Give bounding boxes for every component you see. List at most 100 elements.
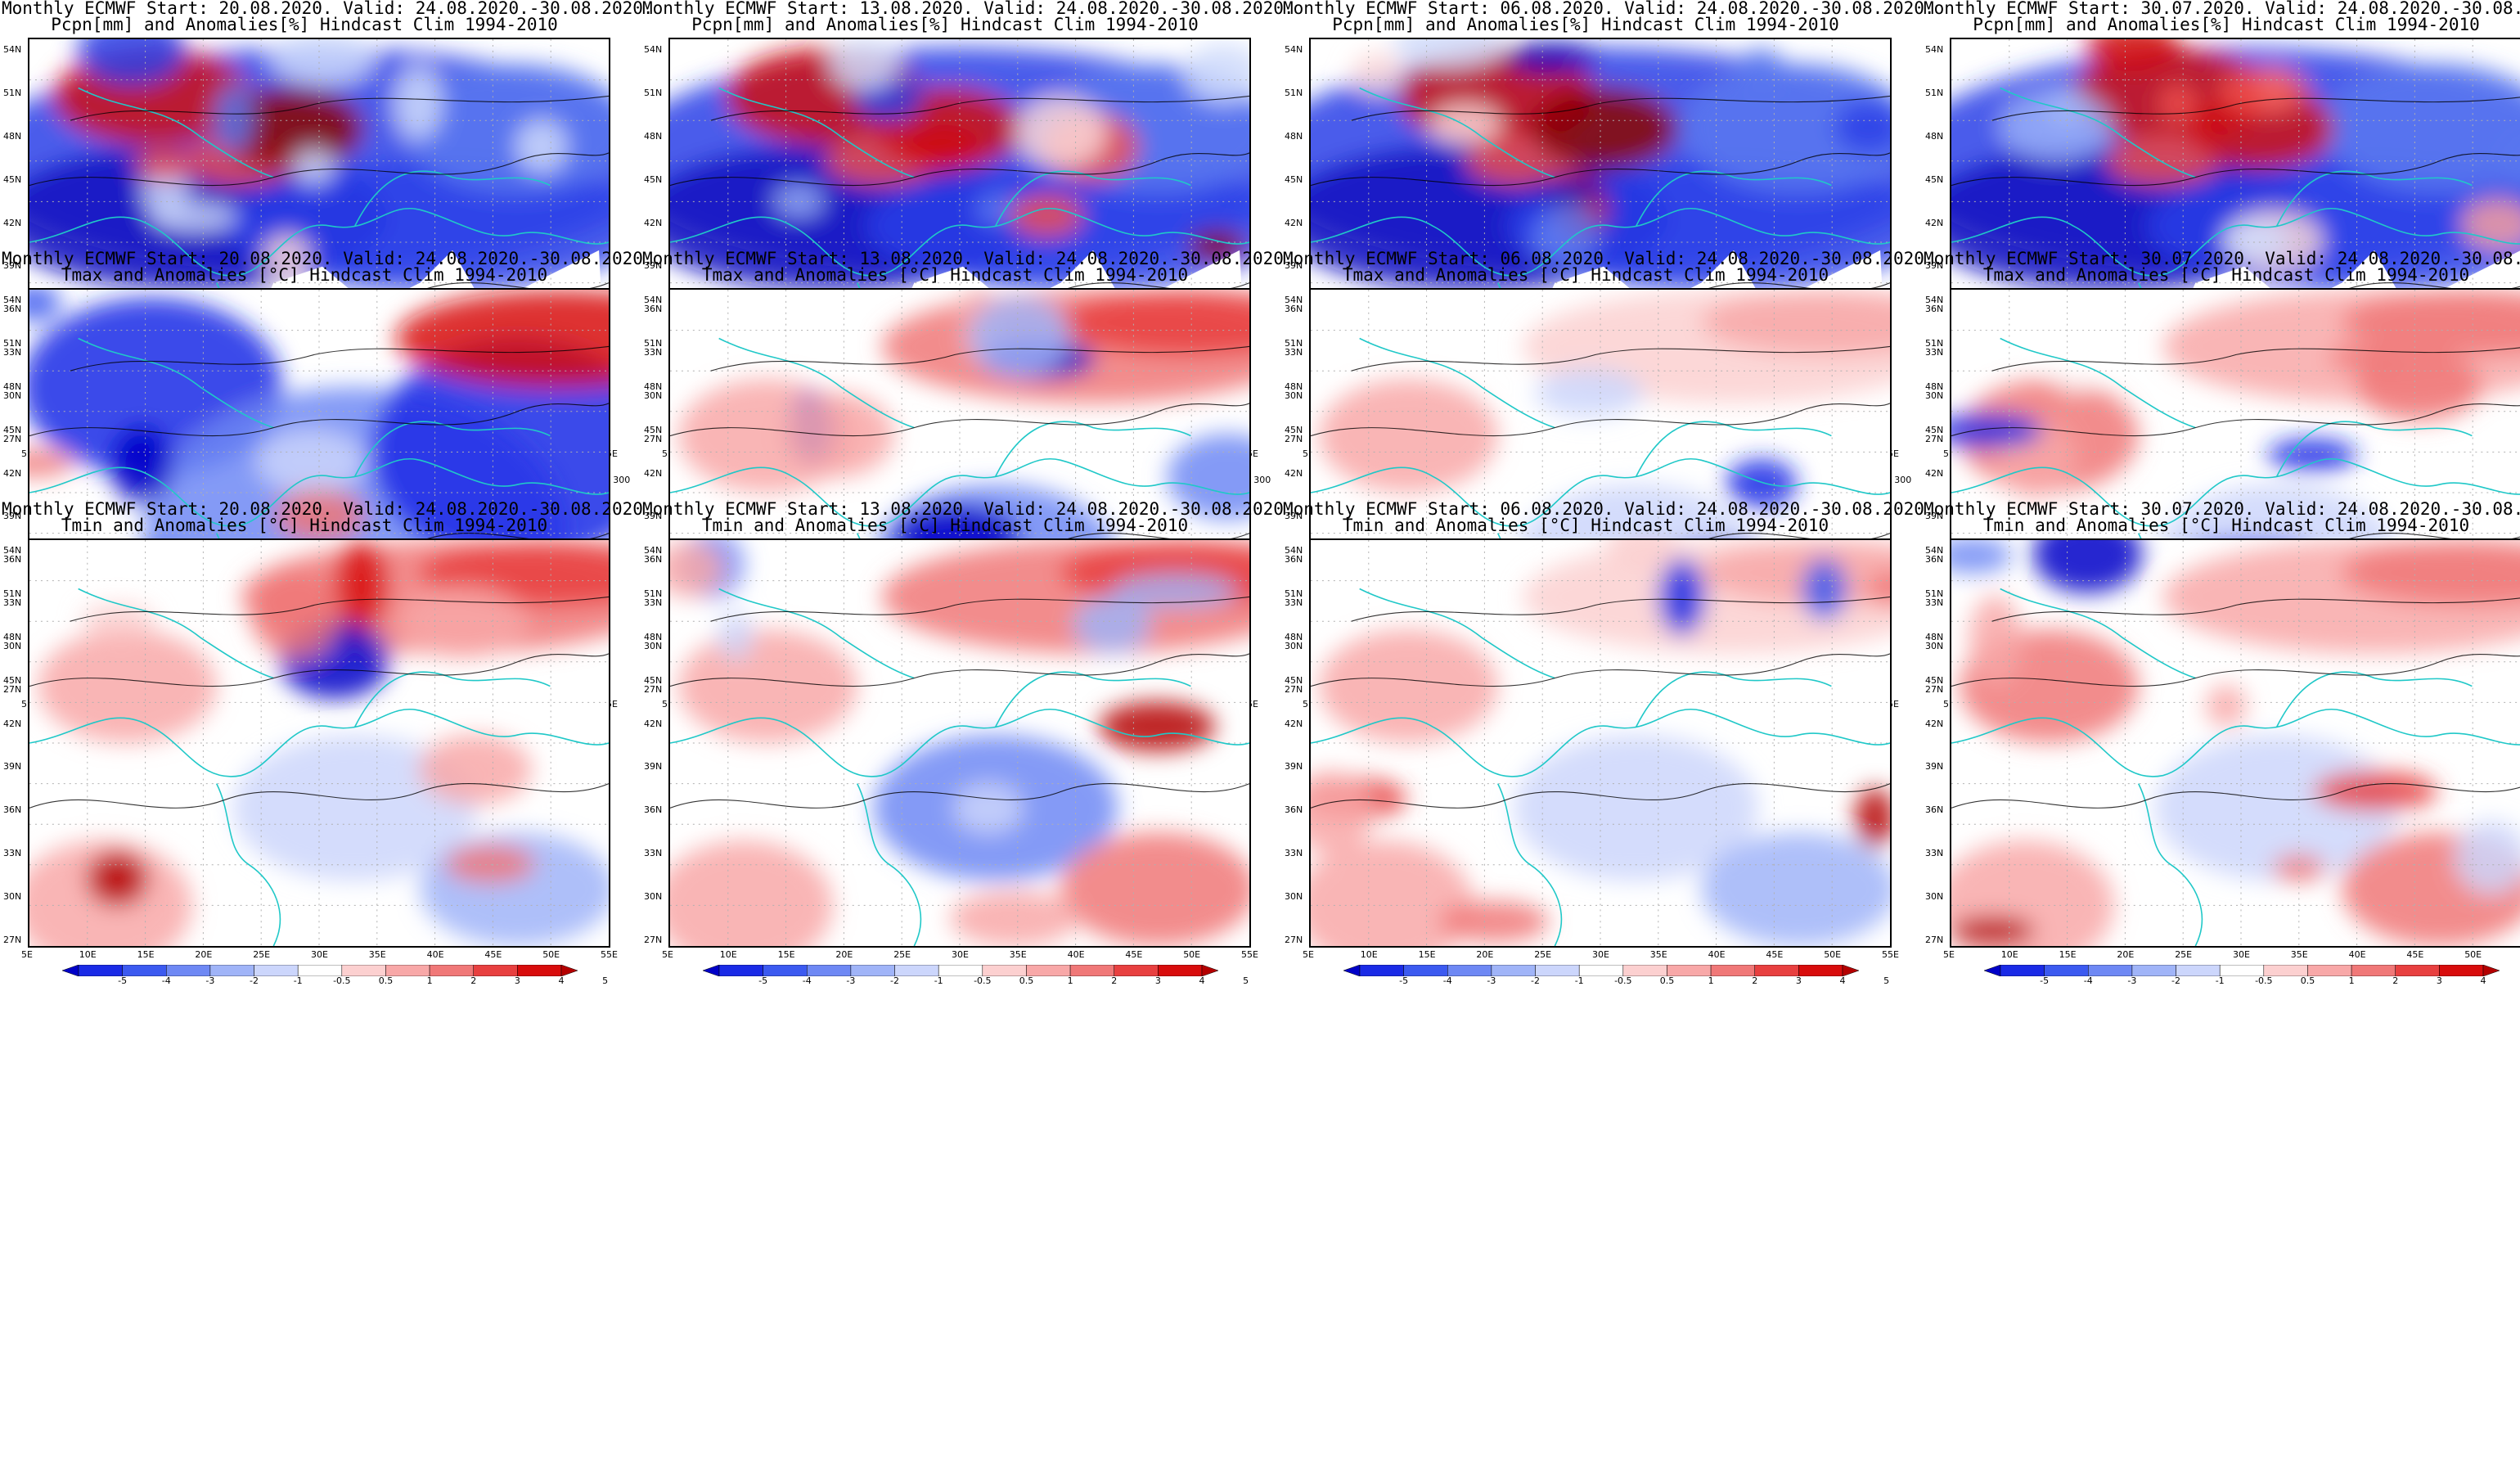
lat-tick-label: 36N	[1285, 554, 1303, 565]
colorbar-label: -0.5	[974, 975, 992, 986]
map-frame	[668, 538, 1251, 948]
panel-title: Monthly ECMWF Start: 06.08.2020. Valid: …	[1283, 0, 1935, 18]
panel-subtitle: Tmin and Anomalies [°C] Hindcast Clim 19…	[61, 516, 548, 535]
lon-tick-label: 40E	[1708, 949, 1726, 960]
climatology-contours	[29, 596, 609, 809]
colorbar-swatch	[2176, 964, 2221, 977]
lat-tick-label: 45N	[1285, 674, 1303, 686]
lon-tick-label: 40E	[2348, 949, 2366, 960]
lat-tick-label: 51N	[3, 87, 22, 98]
lat-tick-label: 48N	[644, 631, 663, 642]
anomaly-blob	[77, 39, 187, 87]
colorbar-swatch	[78, 964, 123, 977]
anomaly-blob	[1311, 840, 1474, 946]
anomaly-blob	[2455, 820, 2520, 894]
lon-tick-label: 15E	[777, 949, 795, 960]
colorbar-swatch	[122, 964, 167, 977]
lat-tick-label: 54N	[1285, 545, 1303, 556]
lat-tick-label: 39N	[1285, 761, 1303, 773]
lon-tick-label: 55E	[601, 949, 618, 960]
colorbar-swatch	[1158, 964, 1203, 977]
lon-tick-label: 30E	[952, 949, 969, 960]
lat-tick-label: 39N	[644, 511, 663, 522]
anomaly-blob	[2218, 68, 2309, 115]
colorbar-label: -3	[205, 975, 215, 986]
lat-tick-label: 39N	[1925, 260, 1944, 272]
colorbar-label: -0.5	[2255, 975, 2273, 986]
lat-tick-label: 36N	[3, 804, 22, 816]
anomaly-blob	[670, 540, 724, 597]
lon-tick-label: 10E	[2000, 949, 2018, 960]
panel-subtitle: Pcpn[mm] and Anomalies[%] Hindcast Clim …	[51, 15, 558, 34]
lon-tick-label: 25E	[253, 949, 271, 960]
anomaly-blob	[371, 338, 609, 566]
anomaly-blob	[37, 629, 217, 743]
lon-tick-label: 45E	[1125, 949, 1143, 960]
anomaly-blob	[29, 449, 74, 477]
anomaly-blob	[86, 851, 148, 907]
lat-tick-label: 36N	[1285, 804, 1303, 816]
lon-tick-label: 5E	[1303, 949, 1314, 960]
panel-title: Monthly ECMWF Start: 13.08.2020. Valid: …	[642, 0, 1294, 18]
anomaly-blob	[1685, 63, 1890, 194]
anomaly-blob	[142, 166, 189, 218]
colorbar-label: 5	[1243, 975, 1249, 986]
anomaly-blob	[1112, 574, 1238, 608]
anomaly-blob	[2342, 540, 2520, 606]
colorbar-swatch	[1578, 964, 1624, 977]
panel-title: Monthly ECMWF Start: 30.07.2020. Valid: …	[1924, 249, 2520, 268]
colorbar-label: -2	[2171, 975, 2181, 986]
lat-tick-label: 27N	[644, 935, 663, 945]
colorbar-label: -2	[250, 975, 259, 986]
panel-title: Monthly ECMWF Start: 20.08.2020. Valid: …	[2, 0, 654, 18]
lat-tick-label: 30N	[644, 390, 663, 402]
lat-tick-label: 51N	[1285, 87, 1303, 98]
anomaly-blob	[773, 185, 824, 217]
colorbar-label: -1	[293, 975, 303, 986]
lat-tick-label: 51N	[1925, 87, 1944, 98]
anomaly-blob	[2032, 540, 2142, 593]
panel-subtitle: Tmax and Anomalies [°C] Hindcast Clim 19…	[61, 265, 548, 285]
lat-tick-label: 30N	[3, 891, 22, 903]
lat-tick-label: 33N	[1285, 597, 1303, 609]
lat-tick-label: 30N	[1285, 390, 1303, 402]
lat-tick-label: 33N	[1925, 848, 1944, 859]
anomaly-blob	[949, 890, 1078, 946]
lon-tick-label: 50E	[542, 949, 560, 960]
lat-tick-label: 54N	[1925, 545, 1944, 556]
lat-tick-label: 54N	[3, 44, 22, 55]
colorbar-label: -4	[802, 975, 812, 986]
anomaly-blob	[515, 119, 568, 173]
anomaly-blob	[1534, 368, 1644, 417]
lat-tick-label: 54N	[1285, 295, 1303, 305]
lat-tick-label: 54N	[644, 44, 663, 55]
map-panel: Monthly ECMWF Start: 06.08.2020. Valid: …	[1283, 499, 1935, 990]
panel-title: Monthly ECMWF Start: 13.08.2020. Valid: …	[642, 249, 1294, 268]
colorbar	[1983, 964, 2500, 977]
colorbar-swatch	[385, 964, 430, 977]
colorbar-swatch	[2044, 964, 2089, 977]
colorbar-swatch	[2219, 964, 2265, 977]
lat-tick-label: 27N	[1925, 434, 1944, 444]
lat-tick-label: 51N	[1925, 588, 1944, 599]
anomaly-blob	[232, 735, 477, 881]
colorbar-label: 3	[514, 975, 520, 986]
anomaly-blob	[2086, 39, 2180, 72]
lon-tick-label: 55E	[1241, 949, 1258, 960]
lat-tick-label: 54N	[644, 295, 663, 305]
colorbar-swatch	[807, 964, 852, 977]
colorbar-swatch	[850, 964, 895, 977]
anomaly-blob	[1438, 900, 1550, 943]
lat-tick-label: 36N	[1925, 804, 1944, 816]
colorbar-label: -4	[161, 975, 171, 986]
colorbar-swatch	[297, 964, 343, 977]
lat-tick-label: 54N	[644, 545, 663, 556]
lon-tick-label: 45E	[2406, 949, 2424, 960]
lat-tick-label: 30N	[1925, 641, 1944, 652]
anomaly-blob	[670, 840, 833, 946]
colorbar-swatch	[1983, 964, 2001, 977]
anomaly-blob	[418, 734, 532, 805]
lat-tick-label: 45N	[644, 674, 663, 686]
panel-title: Monthly ECMWF Start: 20.08.2020. Valid: …	[2, 249, 654, 268]
